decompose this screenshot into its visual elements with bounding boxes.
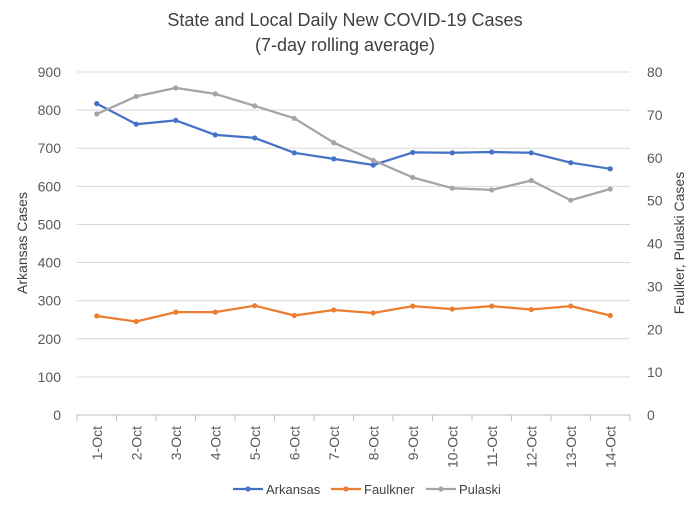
x-tick-label: 10-Oct (444, 426, 460, 468)
y2-axis-title: Faulker, Pulaski Cases (671, 172, 687, 314)
y2-tick-label: 60 (647, 150, 663, 166)
y-tick-label: 200 (38, 331, 62, 347)
y-axis-title: Arkansas Cases (14, 192, 30, 294)
y-tick-label: 600 (38, 178, 62, 194)
data-point-faulkner (449, 306, 455, 312)
x-axis-ticks: 1-Oct 2-Oct 3-Oct 4-Oct 5-Oct 6-Oct 7-Oct 8-Oct… (76, 415, 631, 468)
data-point-arkansas (489, 149, 495, 155)
legend-marker-pulaski (438, 486, 444, 492)
x-tick-label: 9-Oct (405, 426, 421, 460)
data-point-pulaski (331, 140, 337, 146)
x-tick-label: 8-Oct (365, 426, 381, 460)
y-tick-label: 700 (38, 140, 62, 156)
data-point-faulkner (410, 303, 416, 309)
data-point-arkansas (607, 166, 613, 172)
y2-tick-label: 40 (647, 236, 663, 252)
y-axis-ticks: 0 100 200 300 400 500 600 700 800 900 (38, 64, 62, 423)
x-tick-label: 5-Oct (247, 426, 263, 460)
x-tick-label: 1-Oct (89, 426, 105, 460)
data-point-pulaski (133, 93, 139, 100)
data-point-faulkner (133, 318, 139, 325)
series-lines (94, 85, 613, 325)
x-tick-label: 13-Oct (563, 426, 579, 468)
data-point-faulkner (607, 312, 613, 319)
data-point-pulaski (212, 91, 218, 97)
data-point-faulkner (212, 309, 218, 315)
y-tick-label: 400 (38, 255, 62, 271)
y-tick-label: 500 (38, 216, 62, 232)
data-point-arkansas (291, 150, 297, 156)
data-point-faulkner (291, 312, 297, 319)
chart-title: State and Local Daily New COVID-19 Cases (167, 10, 522, 30)
series-line-arkansas (96, 102, 611, 170)
legend-marker-faulkner (343, 486, 349, 492)
data-point-pulaski (370, 157, 376, 163)
data-point-faulkner (568, 303, 574, 309)
x-tick-label: 12-Oct (523, 426, 539, 468)
data-point-pulaski (94, 111, 100, 117)
y-tick-label: 800 (38, 102, 62, 118)
x-tick-label: 4-Oct (207, 426, 223, 460)
data-point-pulaski (291, 115, 297, 121)
data-point-arkansas (133, 121, 139, 127)
y-tick-label: 900 (38, 64, 62, 80)
data-point-faulkner (173, 309, 179, 315)
x-tick-label: 11-Oct (484, 426, 500, 467)
data-point-arkansas (212, 132, 218, 138)
x-tick-label: 6-Oct (286, 426, 302, 460)
data-point-pulaski (528, 177, 534, 184)
data-point-arkansas (528, 150, 534, 156)
data-point-arkansas (94, 101, 100, 107)
legend-label-faulkner: Faulkner (364, 482, 415, 497)
data-point-arkansas (331, 156, 337, 162)
legend-label-pulaski: Pulaski (459, 482, 501, 497)
y2-axis-ticks: 0 10 20 30 40 50 60 70 80 (647, 64, 663, 423)
chart-subtitle: (7-day rolling average) (255, 35, 435, 55)
x-tick-label: 2-Oct (128, 426, 144, 460)
legend: Arkansas Faulkner Pulaski (233, 482, 501, 497)
data-point-pulaski (252, 103, 258, 109)
data-point-arkansas (449, 150, 455, 156)
y-tick-label: 100 (38, 369, 62, 385)
data-point-faulkner (489, 303, 495, 309)
series-line-pulaski (96, 86, 611, 202)
legend-marker-arkansas (245, 486, 251, 492)
x-tick-label: 3-Oct (168, 426, 184, 460)
data-point-arkansas (568, 160, 574, 166)
y2-tick-label: 50 (647, 193, 663, 209)
y-tick-label: 300 (38, 293, 62, 309)
data-point-faulkner (331, 307, 337, 313)
series-line-faulkner (96, 304, 611, 323)
y2-tick-label: 20 (647, 321, 663, 337)
data-point-pulaski (449, 185, 455, 191)
data-point-pulaski (489, 187, 495, 193)
y2-tick-label: 80 (647, 64, 663, 80)
y2-tick-label: 10 (647, 364, 663, 380)
data-point-faulkner (94, 313, 100, 319)
data-point-arkansas (370, 162, 376, 168)
y2-tick-label: 30 (647, 278, 663, 294)
legend-label-arkansas: Arkansas (266, 482, 321, 497)
y-tick-label: 0 (53, 407, 61, 423)
data-point-pulaski (607, 186, 613, 192)
data-point-faulkner (252, 303, 258, 309)
gridlines (77, 71, 630, 416)
data-point-pulaski (410, 174, 416, 181)
data-point-arkansas (252, 135, 258, 141)
x-tick-label: 14-Oct (602, 426, 618, 468)
y2-tick-label: 70 (647, 107, 663, 123)
y2-tick-label: 0 (647, 407, 655, 423)
data-point-arkansas (173, 117, 179, 124)
x-tick-label: 7-Oct (326, 426, 342, 460)
data-point-arkansas (410, 149, 416, 156)
data-point-faulkner (370, 310, 376, 316)
data-point-pulaski (568, 197, 574, 203)
data-point-pulaski (173, 85, 179, 91)
data-point-faulkner (528, 306, 534, 313)
